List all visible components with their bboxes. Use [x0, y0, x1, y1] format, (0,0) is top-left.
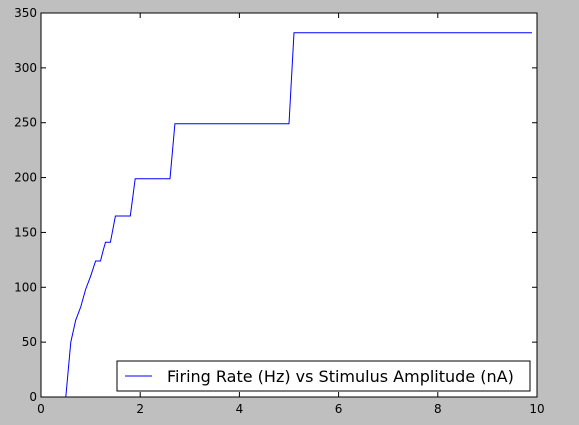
- y-tick-label: 0: [29, 390, 37, 404]
- legend-box: [116, 360, 531, 392]
- series-line: [65, 32, 532, 398]
- x-tick-label: 2: [136, 402, 144, 416]
- y-tick-label: 200: [14, 171, 37, 185]
- legend-label: Firing Rate (Hz) vs Stimulus Amplitude (…: [167, 367, 514, 386]
- plot-frame: [40, 12, 538, 398]
- legend: Firing Rate (Hz) vs Stimulus Amplitude (…: [116, 360, 531, 392]
- y-tick-label: 250: [14, 116, 37, 130]
- y-tick-label: 350: [14, 6, 37, 20]
- y-tick-label: 150: [14, 225, 37, 239]
- plot-area: [41, 13, 537, 397]
- x-tick-label: 0: [37, 402, 45, 416]
- x-tick-label: 4: [236, 402, 244, 416]
- x-tick-label: 8: [434, 402, 442, 416]
- x-tick-label: 10: [529, 402, 544, 416]
- y-tick-label: 300: [14, 61, 37, 75]
- y-tick-label: 50: [22, 335, 37, 349]
- y-tick-label: 100: [14, 280, 37, 294]
- series-layer: [65, 32, 532, 398]
- x-tick-label: 6: [335, 402, 343, 416]
